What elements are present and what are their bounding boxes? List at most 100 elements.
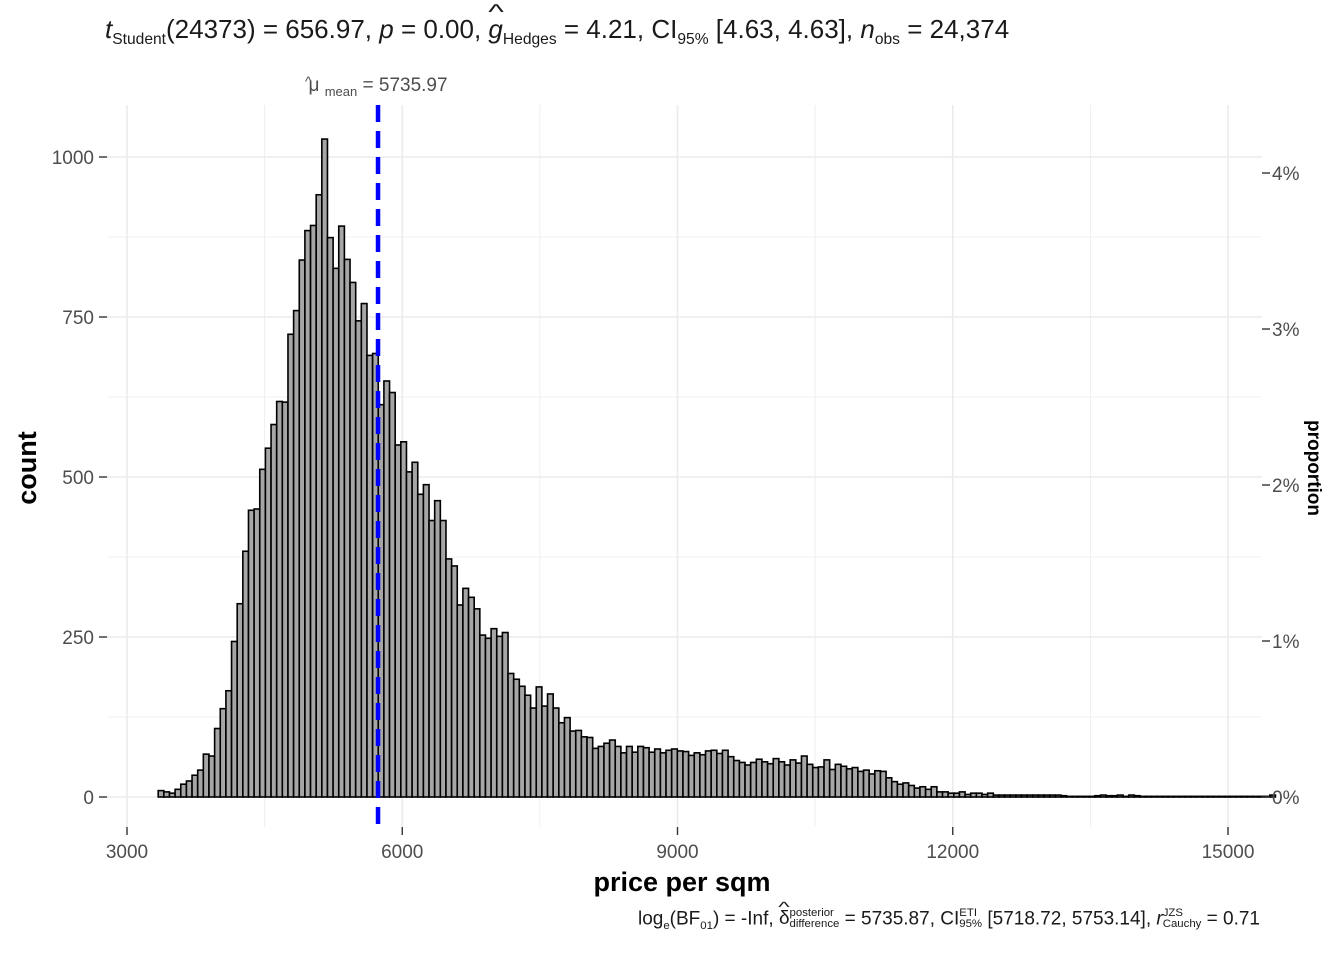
- histogram-bar: [1048, 794, 1057, 798]
- histogram-bar: [862, 769, 870, 798]
- caption-bayes: loge(BF01) = -Inf, δposteriordifference …: [638, 907, 1260, 932]
- histogram-bar: [383, 380, 391, 798]
- histogram-bar: [1032, 794, 1040, 798]
- histogram-bar: [174, 788, 182, 798]
- ci2-sub: 95%: [959, 918, 983, 931]
- histogram-bar: [1150, 795, 1158, 798]
- histogram-bar: [1099, 794, 1107, 798]
- histogram-bar: [343, 258, 351, 798]
- histogram-bar: [512, 678, 521, 798]
- y2-tick-label: 2%: [1272, 476, 1300, 497]
- delta-sup: posterior: [789, 907, 834, 919]
- histogram-bar: [1082, 795, 1091, 798]
- histogram-bar: [1127, 794, 1136, 798]
- mean-label: μ mean = 5735.97: [308, 75, 447, 101]
- histogram-bar: [546, 693, 554, 798]
- histogram-bar: [704, 750, 712, 798]
- histogram-bar: [1060, 794, 1068, 798]
- x-axis-label: price per sqm: [593, 867, 770, 897]
- histogram-bar: [676, 750, 684, 798]
- histogram-bar: [236, 602, 244, 798]
- histogram-bar: [868, 773, 876, 798]
- histogram-bar: [738, 761, 746, 798]
- histogram-bar: [817, 766, 825, 798]
- histogram-bar: [433, 499, 442, 798]
- log-sub: e: [663, 919, 670, 932]
- t-df: (24373): [166, 14, 256, 44]
- histogram-bar: [202, 753, 210, 798]
- histogram-bar: [1235, 795, 1243, 798]
- histogram-bar: [586, 736, 594, 798]
- mean-sub: mean: [325, 84, 358, 99]
- histogram-bar: [270, 423, 278, 798]
- histogram-bar: [230, 640, 238, 798]
- histogram-bar: [1116, 794, 1124, 798]
- histogram-bar: [879, 770, 887, 798]
- histogram-bar: [179, 783, 188, 798]
- histogram-bar: [524, 694, 532, 798]
- histogram-bar: [823, 759, 831, 798]
- histogram-bar: [292, 309, 301, 798]
- histogram-bar: [953, 792, 961, 798]
- histogram-bar: [998, 794, 1006, 798]
- histogram-bar: [1065, 795, 1074, 798]
- r-value: = 0.71: [1206, 908, 1260, 930]
- histogram-bar: [1105, 794, 1113, 798]
- histogram-bar: [185, 780, 193, 798]
- histogram-bar: [930, 785, 938, 798]
- histogram-bar: [1026, 794, 1034, 798]
- histogram-bar: [699, 753, 707, 798]
- y-tick-label: 750: [62, 308, 94, 329]
- y2-tick-label: 3%: [1272, 320, 1300, 341]
- histogram-bar: [405, 471, 413, 798]
- subtitle-stats: tStudent(24373) = 656.97, p = 0.00, gHed…: [105, 14, 1009, 49]
- histogram-bar: [287, 333, 295, 798]
- t-sub: Student: [112, 31, 166, 49]
- histogram-bar: [1268, 794, 1277, 798]
- bf-sub: 01: [700, 919, 713, 932]
- histogram-bar: [1077, 795, 1085, 798]
- mean-value: = 5735.97: [363, 75, 448, 96]
- mean-symbol: μ: [308, 75, 319, 96]
- histogram-bar: [1037, 794, 1045, 798]
- histogram-bar: [1229, 795, 1237, 798]
- histogram-bar: [281, 401, 289, 798]
- n-value: = 24,374: [907, 14, 1010, 44]
- y-tick-label: 250: [62, 628, 94, 649]
- histogram-bar: [309, 224, 317, 798]
- histogram-bar: [941, 791, 949, 798]
- histogram-bar: [648, 751, 656, 798]
- histogram-bar: [490, 627, 498, 798]
- histogram-bar: [168, 792, 176, 798]
- y-axis-label: count: [12, 431, 42, 505]
- histogram-bar: [552, 707, 560, 798]
- histogram-bar: [1189, 795, 1198, 798]
- histogram-bar: [845, 768, 854, 798]
- histogram-bar: [637, 745, 645, 798]
- histogram-bar: [332, 267, 340, 798]
- histogram-bar: [919, 785, 927, 798]
- histogram-bar: [670, 748, 679, 798]
- histogram-bar: [800, 755, 808, 798]
- histogram-bar: [157, 789, 165, 798]
- histogram-bar: [1156, 795, 1164, 798]
- r-sup: JZS: [1162, 907, 1183, 919]
- ci-label: CI: [651, 14, 678, 44]
- histogram-bar: [964, 793, 972, 798]
- g-value: = 4.21,: [563, 14, 645, 44]
- x-axis: 3000 6000 9000 12000 15000: [106, 827, 1254, 863]
- ci2-supsub: ETI 95%: [959, 907, 983, 931]
- histogram-bar: [321, 138, 329, 798]
- histogram-bar: [857, 770, 865, 798]
- histogram-bar: [631, 751, 639, 798]
- histogram-bar: [591, 747, 600, 798]
- histogram-bar: [558, 721, 566, 798]
- histogram-bar: [445, 558, 453, 798]
- histogram-bar: [761, 760, 769, 798]
- histogram-bar: [896, 783, 904, 798]
- histogram-bar: [394, 444, 402, 798]
- histogram-bar: [1133, 794, 1141, 798]
- histogram-bar: [840, 765, 848, 798]
